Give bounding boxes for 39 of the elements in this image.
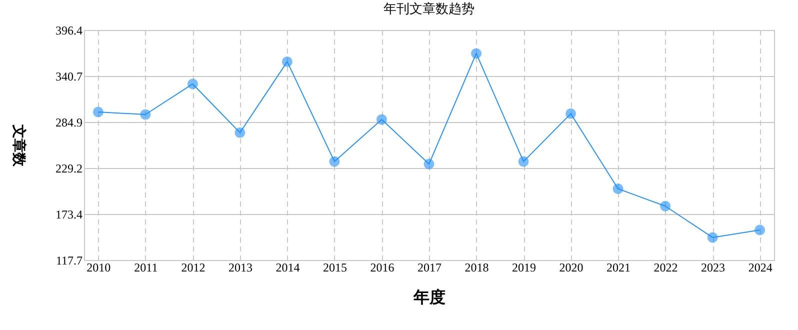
- y-tick-label: 229.2: [56, 161, 82, 176]
- x-tick-label: 2019: [512, 260, 536, 274]
- x-tick-label: 2024: [748, 260, 772, 274]
- x-tick-label: 2022: [654, 260, 678, 274]
- x-tick-label: 2016: [370, 260, 394, 274]
- x-tick-label: 2012: [181, 260, 206, 274]
- x-tick-label: 2015: [322, 260, 347, 274]
- point: [660, 200, 671, 212]
- point: [92, 106, 104, 118]
- x-tick-label: 2020: [559, 260, 584, 274]
- x-tick-label: 2017: [418, 260, 442, 274]
- y-tick-label: 396.4: [56, 24, 82, 38]
- x-tick-label: 2018: [464, 260, 489, 274]
- point: [376, 114, 387, 125]
- x-axis-title: 年度: [412, 288, 446, 306]
- x-tick-label: 2013: [228, 260, 252, 274]
- y-tick-label: 173.4: [56, 208, 82, 222]
- y-axis-title: 文章数: [10, 124, 28, 168]
- x-tick-label: 2011: [134, 260, 158, 274]
- point: [282, 56, 292, 67]
- y-tick-label: 284.9: [56, 116, 82, 130]
- x-tick-label: 2010: [86, 260, 111, 274]
- point: [187, 78, 198, 90]
- point: [424, 158, 434, 170]
- x-tick-label: 2021: [606, 260, 631, 274]
- point: [518, 156, 529, 167]
- y-tick-label: 340.7: [56, 69, 82, 84]
- x-tick-label: 2023: [701, 260, 726, 274]
- chart-title: 年刊文章数趋势: [384, 1, 474, 16]
- y-tick-label: 117.7: [56, 254, 82, 268]
- point: [566, 108, 576, 119]
- point: [612, 184, 624, 194]
- point: [754, 224, 766, 236]
- point: [471, 48, 482, 59]
- point: [234, 127, 246, 138]
- x-tick-label: 2014: [276, 260, 300, 274]
- point: [140, 109, 151, 120]
- point: [707, 232, 718, 243]
- point: [329, 156, 340, 167]
